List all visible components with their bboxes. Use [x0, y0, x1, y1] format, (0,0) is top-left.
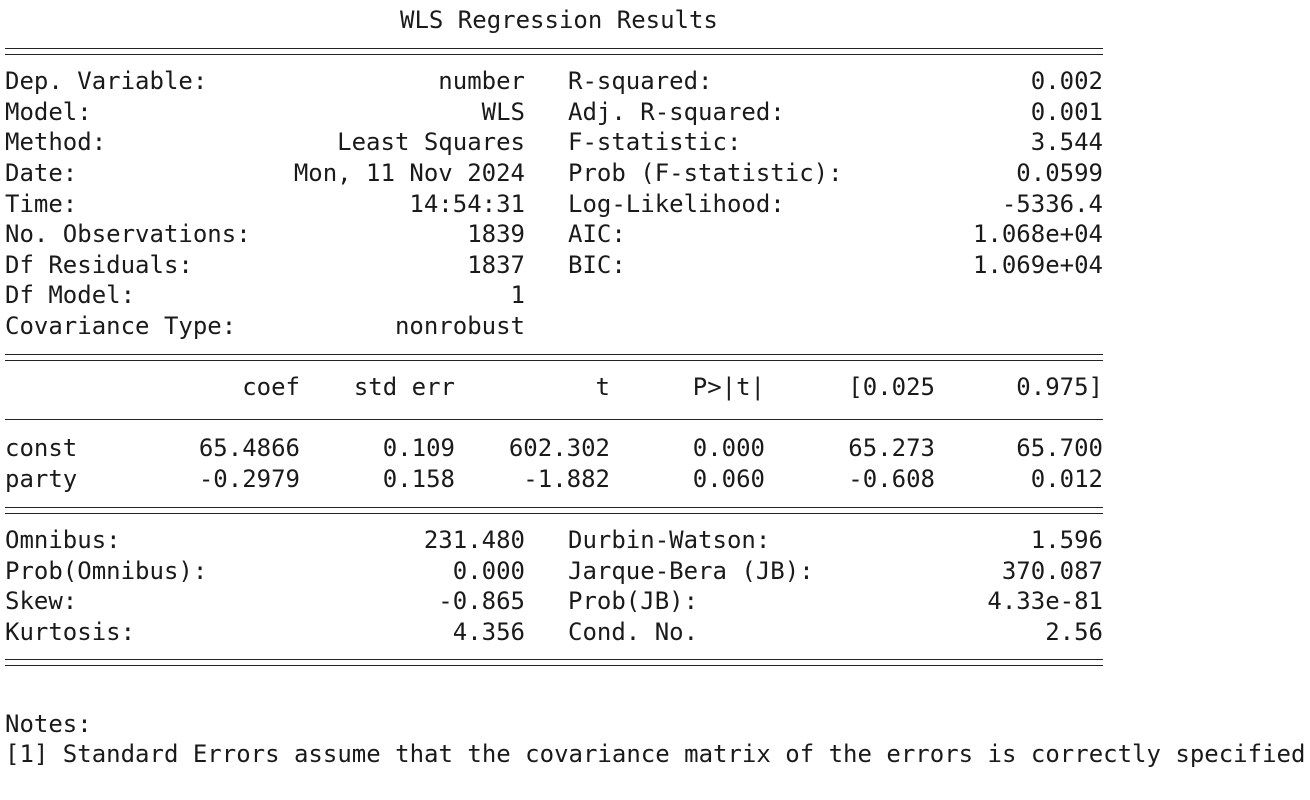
- diagnostics-label: Kurtosis:: [5, 617, 136, 646]
- diagnostics-label-2: Prob(JB):: [568, 587, 699, 616]
- ci-lower-value: -0.608: [848, 464, 935, 493]
- summary-row: No. Observations: 1839 AIC: 1.068e+04: [5, 219, 1305, 250]
- summary-label-2: Log-Likelihood:: [568, 189, 785, 218]
- diagnostics-label: Prob(Omnibus):: [5, 556, 208, 585]
- coef-value: -0.2979: [198, 464, 300, 493]
- summary-label-2: BIC:: [568, 250, 626, 279]
- summary-block: Dep. Variable: number R-squared: 0.002 M…: [5, 66, 1305, 341]
- ci-upper-value: 0.012: [1030, 464, 1103, 493]
- std-err-value: 0.109: [382, 434, 455, 463]
- double-rule: [5, 647, 1305, 678]
- summary-row: Time: 14:54:31 Log-Likelihood: -5336.4: [5, 189, 1305, 220]
- coef-header: std err: [353, 373, 455, 402]
- coef-header: t: [595, 373, 610, 402]
- diagnostics-block: Omnibus: 231.480 Durbin-Watson: 1.596 Pr…: [5, 525, 1305, 647]
- summary-value: WLS: [481, 97, 525, 126]
- summary-label-2: Adj. R-squared:: [568, 97, 785, 126]
- summary-value-2: 1.068e+04: [972, 220, 1103, 249]
- summary-row: Model: WLS Adj. R-squared: 0.001: [5, 97, 1305, 128]
- coef-header-row: coef std err t P>|t| [0.025 0.975]: [5, 372, 1305, 403]
- coef-value: 65.4866: [198, 434, 300, 463]
- diagnostics-row: Kurtosis: 4.356 Cond. No. 2.56: [5, 617, 1305, 648]
- double-rule: [5, 36, 1305, 67]
- summary-label: Df Model:: [5, 281, 136, 310]
- summary-label: Covariance Type:: [5, 311, 237, 340]
- p-value: 0.060: [692, 464, 765, 493]
- regression-output: WLS Regression Results Dep. Variable: nu…: [5, 5, 1310, 770]
- diagnostics-row: Skew: -0.865 Prob(JB): 4.33e-81: [5, 586, 1305, 617]
- diagnostics-value: 231.480: [423, 526, 525, 555]
- summary-label-2: AIC:: [568, 220, 626, 249]
- summary-label: Dep. Variable:: [5, 67, 208, 96]
- summary-value: 1839: [467, 220, 525, 249]
- diagnostics-row: Prob(Omnibus): 0.000 Jarque-Bera (JB): 3…: [5, 556, 1305, 587]
- ci-upper-value: 65.700: [1016, 434, 1103, 463]
- summary-value: Mon, 11 Nov 2024: [293, 158, 525, 187]
- coef-header: P>|t|: [692, 373, 765, 402]
- diagnostics-value: 0.000: [452, 556, 525, 585]
- summary-row: Dep. Variable: number R-squared: 0.002: [5, 66, 1305, 97]
- coef-name: const: [5, 434, 78, 463]
- diagnostics-value-2: 2.56: [1045, 617, 1103, 646]
- summary-label: Time:: [5, 189, 78, 218]
- notes-heading: Notes:: [5, 709, 92, 738]
- summary-label: Df Residuals:: [5, 250, 193, 279]
- double-rule: [5, 495, 1305, 526]
- coef-row: const 65.4866 0.109 602.302 0.000 65.273…: [5, 433, 1305, 464]
- summary-value: 1837: [467, 250, 525, 279]
- summary-value-2: 0.002: [1030, 67, 1103, 96]
- diagnostics-value: 4.356: [452, 617, 525, 646]
- notes-item: [1] Standard Errors assume that the cova…: [5, 740, 1310, 769]
- single-rule: [5, 403, 1305, 434]
- summary-value-2: 3.544: [1030, 128, 1103, 157]
- title-line: WLS Regression Results: [5, 5, 1305, 36]
- summary-label-2: R-squared:: [568, 67, 713, 96]
- summary-label: No. Observations:: [5, 220, 251, 249]
- summary-row: Date: Mon, 11 Nov 2024 Prob (F-statistic…: [5, 158, 1305, 189]
- summary-value-2: -5336.4: [1001, 189, 1103, 218]
- coef-row: party -0.2979 0.158 -1.882 0.060 -0.608 …: [5, 464, 1305, 495]
- summary-row: Df Residuals: 1837 BIC: 1.069e+04: [5, 250, 1305, 281]
- p-value: 0.000: [692, 434, 765, 463]
- diagnostics-row: Omnibus: 231.480 Durbin-Watson: 1.596: [5, 525, 1305, 556]
- page-title: WLS Regression Results: [400, 6, 718, 34]
- summary-row: Covariance Type: nonrobust: [5, 311, 1305, 342]
- spacer: [5, 678, 1305, 709]
- diagnostics-label-2: Cond. No.: [568, 617, 699, 646]
- summary-label: Method:: [5, 128, 107, 157]
- coef-header: [0.025: [848, 373, 935, 402]
- summary-value: 14:54:31: [409, 189, 525, 218]
- summary-value: Least Squares: [337, 128, 525, 157]
- double-rule: [5, 342, 1305, 373]
- summary-value-2: 0.0599: [1016, 158, 1103, 187]
- diagnostics-label: Omnibus:: [5, 526, 121, 555]
- summary-label-2: F-statistic:: [568, 128, 742, 157]
- diagnostics-label-2: Durbin-Watson:: [568, 526, 771, 555]
- diagnostics-label-2: Jarque-Bera (JB):: [568, 556, 814, 585]
- coef-name: party: [5, 464, 78, 493]
- diagnostics-value: -0.865: [438, 587, 525, 616]
- coef-header: coef: [242, 373, 300, 402]
- ci-lower-value: 65.273: [848, 434, 935, 463]
- summary-value: 1: [510, 281, 525, 310]
- summary-value: number: [438, 67, 525, 96]
- summary-label: Date:: [5, 158, 78, 187]
- summary-label-2: Prob (F-statistic):: [568, 158, 843, 187]
- summary-value-2: 1.069e+04: [972, 250, 1103, 279]
- coef-header: 0.975]: [1016, 373, 1103, 402]
- t-value: -1.882: [523, 464, 610, 493]
- diagnostics-value-2: 1.596: [1030, 526, 1103, 555]
- diagnostics-value-2: 370.087: [1001, 556, 1103, 585]
- summary-value: nonrobust: [394, 311, 525, 340]
- t-value: 602.302: [508, 434, 610, 463]
- summary-label: Model:: [5, 97, 92, 126]
- diagnostics-label: Skew:: [5, 587, 78, 616]
- diagnostics-value-2: 4.33e-81: [987, 587, 1103, 616]
- summary-row: Method: Least Squares F-statistic: 3.544: [5, 127, 1305, 158]
- summary-value-2: 0.001: [1030, 97, 1103, 126]
- summary-row: Df Model: 1: [5, 280, 1305, 311]
- std-err-value: 0.158: [382, 464, 455, 493]
